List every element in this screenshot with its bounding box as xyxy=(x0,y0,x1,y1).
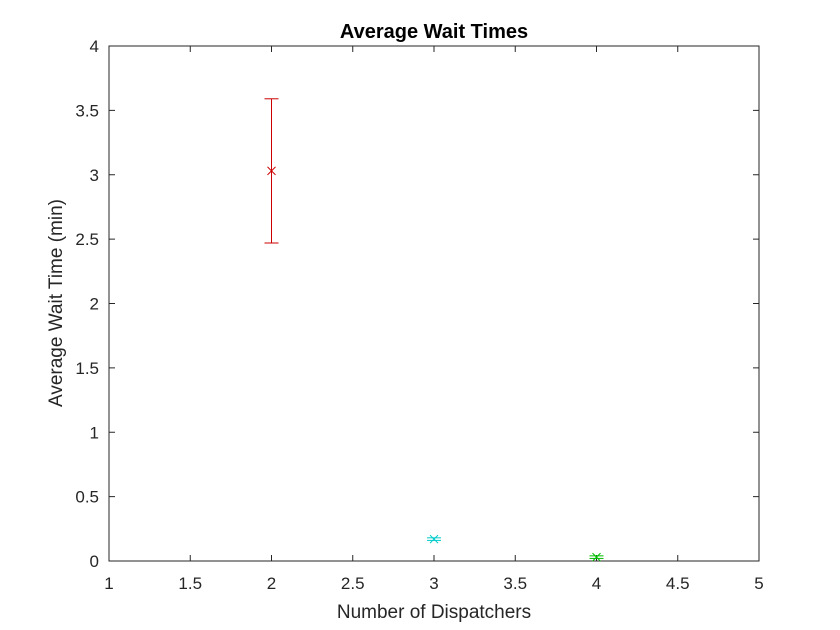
y-tick-label: 2.5 xyxy=(75,230,99,249)
y-tick-label: 2 xyxy=(90,295,99,314)
y-tick-label: 0 xyxy=(90,552,99,571)
point-marker xyxy=(429,534,439,544)
point-marker xyxy=(592,552,601,562)
y-tick-label: 1 xyxy=(90,423,99,442)
y-tick-label: 1.5 xyxy=(75,359,99,378)
x-tick-label: 2 xyxy=(267,574,276,593)
data-points xyxy=(264,98,604,562)
x-tick-label: 1 xyxy=(104,574,113,593)
x-tick-label: 3 xyxy=(429,574,438,593)
x-axis: 1 1.5 2 2.5 3 3.5 4 4.5 5 xyxy=(104,46,764,593)
y-axis: 0 0.5 1 1.5 2 2.5 3 3.5 4 xyxy=(75,37,759,571)
y-tick-label: 4 xyxy=(90,37,99,56)
point-marker xyxy=(267,166,276,176)
data-point xyxy=(427,534,441,544)
data-point xyxy=(264,98,279,244)
data-point xyxy=(589,552,604,562)
plot-frame xyxy=(108,45,760,562)
y-tick-label: 0.5 xyxy=(75,488,99,507)
chart-title: Average Wait Times xyxy=(340,21,528,43)
x-axis-label: Number of Dispatchers xyxy=(337,602,531,623)
x-tick-label: 3.5 xyxy=(503,574,527,593)
y-tick-label: 3 xyxy=(90,166,99,185)
y-axis-label: Average Wait Time (min) xyxy=(46,199,67,407)
x-tick-label: 5 xyxy=(754,574,763,593)
x-tick-label: 4 xyxy=(592,574,601,593)
x-tick-label: 2.5 xyxy=(341,574,365,593)
x-tick-label: 1.5 xyxy=(178,574,202,593)
x-tick-label: 4.5 xyxy=(666,574,690,593)
y-tick-label: 3.5 xyxy=(75,101,99,120)
